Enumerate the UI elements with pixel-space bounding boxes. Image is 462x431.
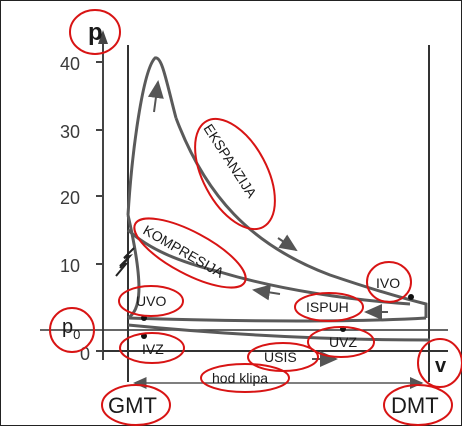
ivo-ring: [366, 261, 412, 303]
arrow-expansion: [277, 234, 298, 252]
arrow-up-peak: [147, 80, 164, 113]
uvz-label: UVZ: [329, 334, 357, 350]
pv-cycle-curve: [126, 56, 431, 342]
y-axis-label: p: [88, 19, 103, 46]
v-label-ring: [417, 338, 462, 388]
ispuh-ring: [294, 292, 364, 322]
ivo-label: IVO: [376, 275, 400, 291]
p-label-ring: [69, 9, 121, 55]
kompresija-label: KOMPRESIJA: [141, 222, 228, 281]
p0-label: p0: [62, 316, 80, 342]
ivo-dot: [408, 294, 414, 300]
ekspanzija-label: EKSPANZIJA: [200, 121, 260, 201]
ivz-ring: [119, 332, 185, 364]
hod-klipa-label: hod klipa: [212, 370, 268, 386]
arrow-compression: [252, 284, 281, 301]
y-axis: [96, 30, 108, 360]
usis-label: USIS: [264, 349, 297, 365]
gmt-label: GMT: [108, 393, 157, 418]
dmt-ring: [383, 384, 453, 426]
uvo-ring: [118, 285, 184, 317]
ekspanzija-ring: [194, 117, 276, 231]
p0-label-ring: [49, 307, 95, 353]
y-tick-30: 30: [60, 122, 80, 142]
x-axis-label: v: [435, 355, 447, 377]
uvz-ring: [307, 326, 375, 358]
p0-label-main: p: [62, 316, 73, 338]
ispuh-label: ISPUH: [306, 299, 349, 315]
spark-icon: [115, 247, 135, 277]
uvo-label: UVO: [136, 293, 166, 309]
p0-label-sub: 0: [73, 327, 80, 342]
hod-klipa-ring: [200, 363, 290, 393]
gmt-ring: [101, 384, 171, 426]
y-tick-10: 10: [60, 256, 80, 276]
x-axis: [40, 45, 448, 382]
kompresija-ring: [133, 217, 247, 289]
y-tick-20: 20: [60, 188, 80, 208]
y-tick-40: 40: [60, 54, 80, 74]
ivz-label: IVZ: [142, 341, 164, 357]
y-tick-0: 0: [80, 344, 90, 364]
dmt-label: DMT: [391, 393, 439, 418]
